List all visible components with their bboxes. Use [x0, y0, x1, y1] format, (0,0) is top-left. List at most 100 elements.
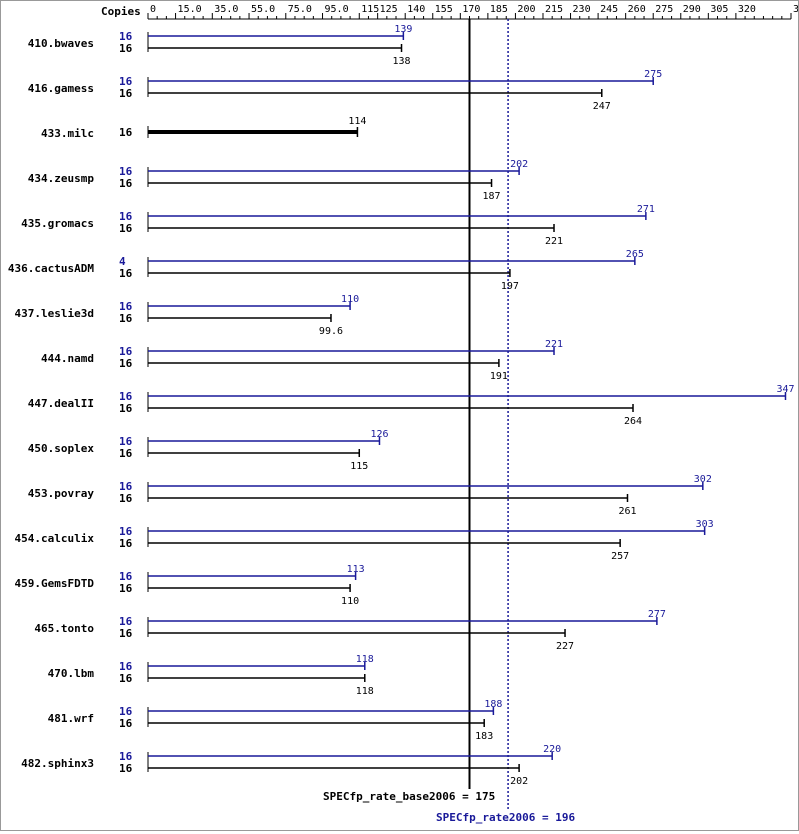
category-label: 434.zeusmp	[28, 172, 95, 185]
peak-value-label: 271	[637, 204, 655, 215]
base-value-label: 197	[501, 281, 519, 292]
peak-copies: 16	[119, 30, 133, 43]
base-copies: 16	[119, 717, 133, 730]
base-value-label: 202	[510, 776, 528, 787]
peak-copies: 16	[119, 570, 133, 583]
base-copies: 16	[119, 357, 133, 370]
base-copies: 16	[119, 582, 133, 595]
base-value-label: 221	[545, 236, 563, 247]
peak-value-label: 347	[776, 384, 794, 395]
base-value-label: 118	[356, 686, 374, 697]
x-tick-label: 170	[462, 4, 480, 15]
base-copies: 16	[119, 402, 133, 415]
category-label: 453.povray	[28, 487, 95, 500]
base-copies: 16	[119, 537, 133, 550]
peak-copies: 4	[119, 255, 126, 268]
base-copies: 16	[119, 447, 133, 460]
peak-value-label: 113	[347, 564, 365, 575]
peak-value-label: 303	[696, 519, 714, 530]
category-label: 459.GemsFDTD	[15, 577, 95, 590]
x-tick-label: 290	[683, 4, 701, 15]
copies-header: Copies	[101, 5, 141, 18]
x-tick-label: 125	[380, 4, 398, 15]
peak-value-label: 302	[694, 474, 712, 485]
category-label: 433.milc	[41, 127, 94, 140]
base-value-label: 114	[348, 116, 366, 127]
x-tick-label: 245	[600, 4, 618, 15]
category-label: 465.tonto	[34, 622, 94, 635]
base-copies: 16	[119, 312, 133, 325]
x-tick-label: 185	[490, 4, 508, 15]
category-label: 416.gamess	[28, 82, 94, 95]
peak-copies: 16	[119, 705, 133, 718]
base-value-label: 138	[392, 56, 410, 67]
peak-copies: 16	[119, 615, 133, 628]
category-label: 454.calculix	[15, 532, 95, 545]
x-tick-label: 95.0	[325, 4, 349, 15]
base-value-label: 261	[618, 506, 636, 517]
x-tick-label: 115	[361, 4, 379, 15]
base-value-label: 257	[611, 551, 629, 562]
base-value-label: 247	[593, 101, 611, 112]
x-tick-label: 35.0	[214, 4, 238, 15]
base-value-label: 110	[341, 596, 359, 607]
peak-copies: 16	[119, 660, 133, 673]
peak-value-label: 118	[356, 654, 374, 665]
peak-value-label: 188	[484, 699, 502, 710]
x-tick-label: 215	[545, 4, 563, 15]
x-tick-label: 200	[517, 4, 535, 15]
peak-copies: 16	[119, 300, 133, 313]
base-copies: 16	[119, 177, 133, 190]
category-label: 436.cactusADM	[8, 262, 94, 275]
x-tick-label: 0	[150, 4, 156, 15]
base-copies: 16	[119, 672, 133, 685]
x-tick-label: 140	[407, 4, 425, 15]
category-label: 450.soplex	[28, 442, 95, 455]
base-copies: 16	[119, 126, 133, 139]
peak-copies: 16	[119, 165, 133, 178]
category-label: 470.lbm	[48, 667, 95, 680]
base-copies: 16	[119, 492, 133, 505]
x-tick-label: 320	[738, 4, 756, 15]
category-label: 435.gromacs	[21, 217, 94, 230]
category-label: 447.dealII	[28, 397, 94, 410]
base-value-label: 227	[556, 641, 574, 652]
category-label: 410.bwaves	[28, 37, 94, 50]
peak-copies: 16	[119, 480, 133, 493]
base-copies: 16	[119, 267, 133, 280]
x-tick-label: 155	[435, 4, 453, 15]
category-label: 437.leslie3d	[15, 307, 94, 320]
base-value-label: 99.6	[319, 326, 343, 337]
peak-value-label: 110	[341, 294, 359, 305]
base-value-label: 187	[483, 191, 501, 202]
x-tick-label: 350	[793, 4, 798, 15]
x-tick-label: 55.0	[251, 4, 275, 15]
base-value-label: 191	[490, 371, 508, 382]
reference-label-peak: SPECfp_rate2006 = 196	[436, 811, 575, 824]
peak-value-label: 275	[644, 69, 662, 80]
peak-value-label: 139	[394, 24, 412, 35]
base-value-label: 115	[350, 461, 368, 472]
peak-value-label: 220	[543, 744, 561, 755]
peak-value-label: 265	[626, 249, 644, 260]
base-value-label: 264	[624, 416, 642, 427]
peak-value-label: 126	[370, 429, 388, 440]
base-copies: 16	[119, 762, 133, 775]
peak-value-label: 277	[648, 609, 666, 620]
x-tick-label: 260	[628, 4, 646, 15]
peak-copies: 16	[119, 750, 133, 763]
base-copies: 16	[119, 42, 133, 55]
peak-copies: 16	[119, 75, 133, 88]
base-copies: 16	[119, 222, 133, 235]
reference-label-base: SPECfp_rate_base2006 = 175	[323, 790, 495, 803]
base-copies: 16	[119, 87, 133, 100]
x-tick-label: 305	[710, 4, 728, 15]
peak-value-label: 202	[510, 159, 528, 170]
peak-value-label: 221	[545, 339, 563, 350]
category-label: 444.namd	[41, 352, 94, 365]
x-tick-label: 75.0	[288, 4, 312, 15]
category-label: 482.sphinx3	[21, 757, 94, 770]
category-label: 481.wrf	[48, 712, 94, 725]
